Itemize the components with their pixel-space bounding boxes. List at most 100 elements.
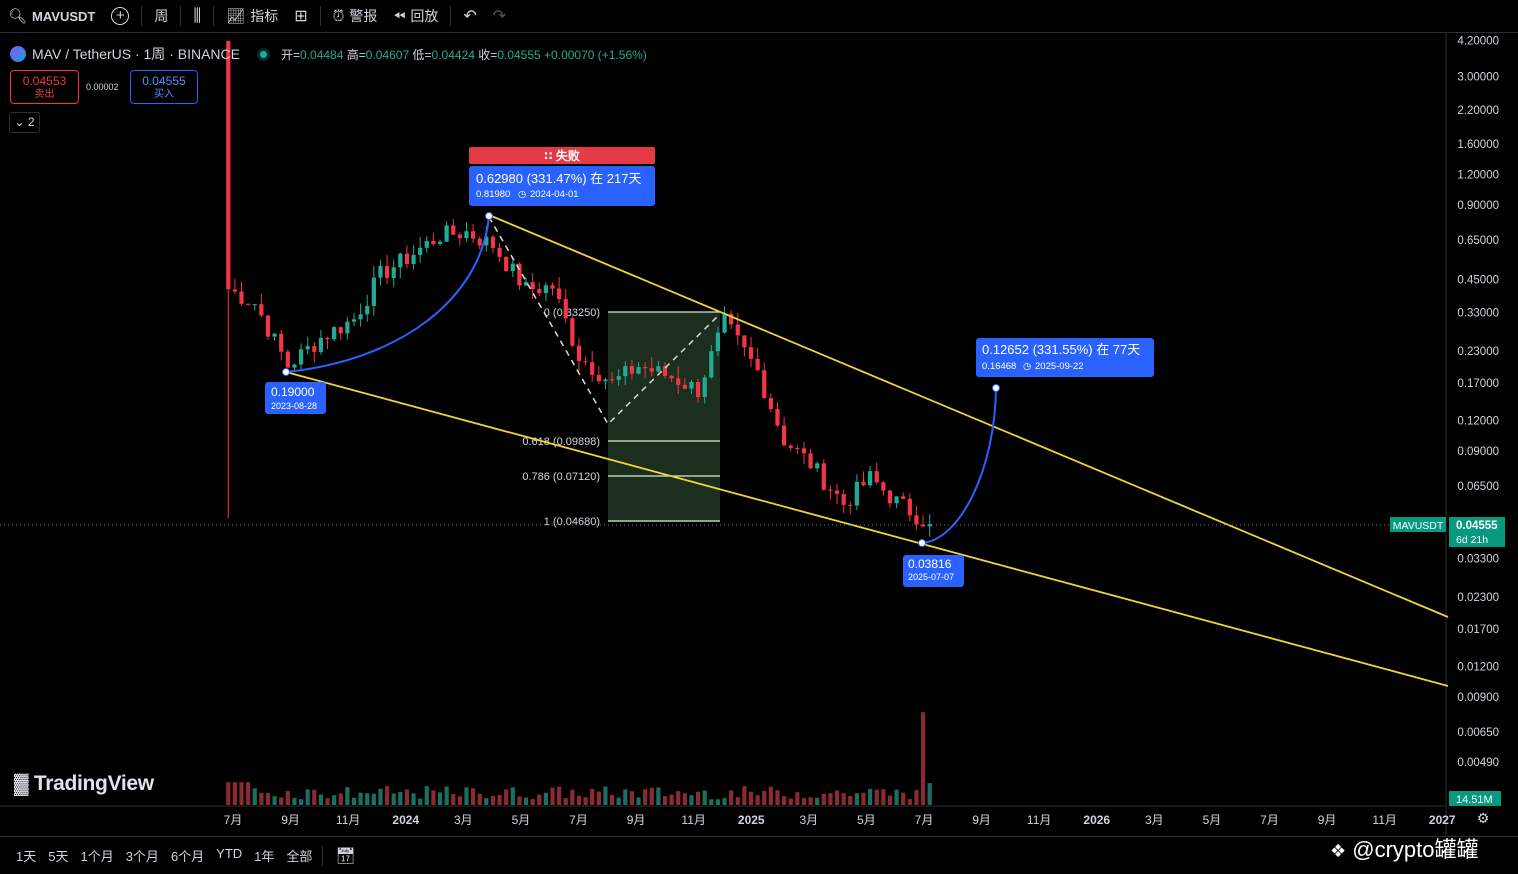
price-chart[interactable]: 0 (0.33250) 0.618 (0.09898) 0.786 (0.071… [0,33,1518,869]
alerts-button[interactable]: ⏰︎ 警报 [325,0,386,32]
volume-bar [437,792,443,805]
candle-body [338,327,343,334]
alerts-label: 警报 [349,8,378,24]
price-tick-label: 0.01200 [1457,661,1499,673]
candle-body [742,335,747,348]
volume-bar [272,796,277,805]
upper-trendline[interactable] [488,214,1449,618]
candle-body [662,366,668,376]
volume-bar [781,796,787,805]
range-button[interactable]: YTD [216,846,243,861]
close-label: 收 [478,47,491,62]
top-toolbar: 🔍︎ MAVUSDT + 周 ⫼ 📈︎ 指标 ⊞ ⏰︎ 警报 ⏪︎ 回放 ↶ ↷ [0,0,1518,33]
lower-trendline[interactable] [285,371,1449,687]
legend-title: MAV / TetherUS · 1周 · BINANCE [32,46,240,62]
low-price-label[interactable]: 0.19000 2023-08-28 [265,382,326,414]
anchor-point-bottom [918,539,926,547]
redo-button[interactable]: ↷ [485,0,514,32]
candle-body [371,277,376,306]
rise-curve[interactable] [285,216,490,373]
volume-bar [384,786,390,805]
date-range-calendar-icon[interactable]: 📅︎ [335,847,356,865]
settings-gear-icon[interactable]: ⚙ [1477,810,1490,826]
undo-icon: ↶ [463,8,477,25]
sell-button[interactable]: 0.04553 卖出 [10,70,79,104]
volume-bar [464,787,469,805]
time-axis[interactable]: 7月 9月 11月 2024 3月 5月 7月 9月 11月 2025 3月 5月 7月 9月 11月 202… [224,813,1456,827]
replay-button[interactable]: ⏪︎ 回放 [385,0,446,32]
buy-button[interactable]: 0.04555 买入 [130,70,198,104]
volume-bar [735,797,740,805]
volume-bar [259,792,264,805]
indicator-chart-icon: 📈︎ [226,8,246,25]
candle-body [358,314,363,320]
candle-body [490,236,496,248]
candle-body [801,448,807,454]
volume-bar [616,797,621,805]
time-tick-label: 5月 [1203,813,1222,827]
target-label-price: 0.16468 [982,361,1016,372]
market-status-dot [259,50,267,58]
target-curve[interactable] [921,387,997,544]
candle-body [411,254,416,264]
layouts-button[interactable]: ⊞ [286,0,315,32]
symbol-search[interactable]: 🔍︎ MAVUSDT [0,0,103,32]
candle-body [345,321,350,334]
volume-bar [292,797,297,805]
volume-bar [457,796,462,805]
volume-bar [365,793,370,805]
candle-body [457,234,462,239]
candle-body [285,351,290,368]
low-label: 低 [412,47,425,62]
range-button[interactable]: 5天 [48,849,69,864]
candle-body [755,358,760,371]
candle-body [841,494,846,505]
anchor-point-target [992,384,1000,392]
candle-body [530,282,535,290]
volume-bar [894,789,899,805]
fib-retracement[interactable]: 0 (0.33250) 0.618 (0.09898) 0.786 (0.071… [522,307,720,528]
chart-type-button[interactable]: ⫼ [185,0,209,32]
candle-body [788,445,793,448]
low-label-date: 2023-08-28 [271,401,317,411]
range-button[interactable]: 6个月 [170,849,205,864]
volume-bar [570,789,575,805]
candle-body [656,366,661,372]
collapse-indicators-button[interactable]: ⌄ 2 [9,112,40,133]
indicators-button[interactable]: 📈︎ 指标 [218,0,286,32]
interval-button[interactable]: 周 [146,0,176,32]
candle-body [874,471,879,483]
time-tick-label: 3月 [799,813,818,827]
undo-button[interactable]: ↶ [455,0,484,32]
volume-bar [497,794,502,805]
high-change-label[interactable]: ∷ 失败 0.62980 (331.47%) 在 217天 0.81980 ◷ … [469,147,655,206]
candle-body [914,515,919,525]
volume-bar [451,794,456,805]
volume-bar [762,790,767,805]
candle-body [332,327,337,340]
price-tick-label: 0.01700 [1457,624,1499,636]
candle-body [312,346,317,352]
volume-bar [232,782,237,805]
time-tick-label: 7月 [224,813,243,827]
candle-body [868,471,873,486]
bottom-price-label[interactable]: 0.03816 2025-07-07 [903,555,964,587]
range-button[interactable]: 1天 [16,849,37,864]
range-button[interactable]: 3个月 [125,849,159,864]
volume-bar [431,790,436,805]
range-button[interactable]: 全部 [286,849,313,864]
price-axis[interactable]: 4.20000 3.00000 2.20000 1.60000 1.20000 0.900… [1457,36,1499,769]
volume-bar [576,795,582,805]
target-change-label[interactable]: 0.12652 (331.55%) 在 77天 0.16468 ◷ 2025-0… [976,338,1154,377]
range-button[interactable]: 1个月 [80,849,114,864]
candle-body [318,337,324,352]
search-icon: 🔍︎ [8,8,28,25]
price-tick-label: 0.03300 [1457,553,1499,565]
price-tick-label: 0.45000 [1457,274,1499,286]
compare-button[interactable]: + [103,0,137,32]
volume-bar [755,795,760,805]
volume-bar [252,788,257,805]
volume-bar [318,794,324,805]
range-button[interactable]: 1年 [254,849,275,864]
volume-bar [775,790,780,805]
